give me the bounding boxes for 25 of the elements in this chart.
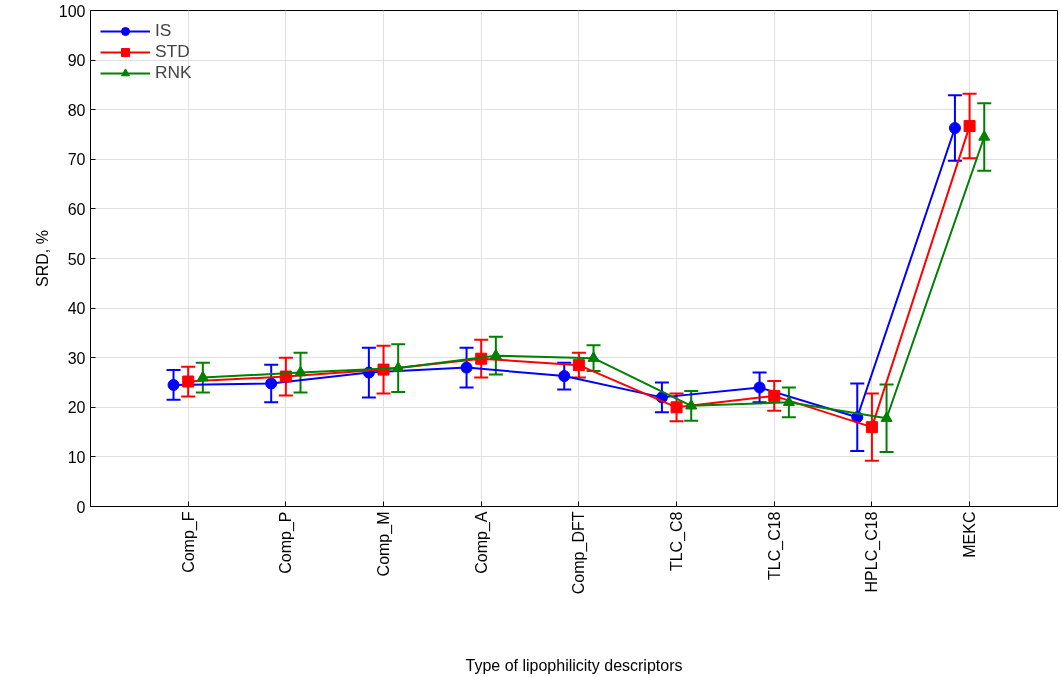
x-tick-label: TLC_C8 <box>668 511 687 572</box>
legend-label: IS <box>155 20 173 41</box>
y-tick-label: 0 <box>76 498 86 516</box>
y-tick-label: 60 <box>67 200 86 218</box>
y-tick-label: 70 <box>67 151 86 169</box>
y-tick-label: 30 <box>67 349 86 367</box>
x-tick-label: TLC_C18 <box>765 511 784 580</box>
x-tick-label: MEKC <box>961 511 979 558</box>
x-tick-label: Comp_A <box>472 511 491 574</box>
x-tick-label: Comp_P <box>277 511 296 574</box>
y-tick-label: 20 <box>67 399 86 417</box>
y-tick-label: 100 <box>58 2 86 20</box>
y-tick-label: 80 <box>67 101 86 119</box>
x-axis-title: Type of lipophilicity descriptors <box>465 657 683 675</box>
x-tick-label: Comp_DFT <box>570 511 589 595</box>
y-tick-label: 50 <box>67 250 86 268</box>
x-tick-label: Comp_M <box>375 511 394 577</box>
x-tick-label: HPLC_C18 <box>863 511 882 593</box>
x-tick-label: Comp_F <box>179 511 198 573</box>
y-tick-label: 40 <box>67 300 86 318</box>
y-tick-label: 10 <box>67 448 86 466</box>
legend-label: STD <box>155 41 190 62</box>
y-axis-title: SRD, % <box>33 230 51 287</box>
y-tick-label: 90 <box>67 52 86 70</box>
legend-label: RNK <box>155 62 192 83</box>
